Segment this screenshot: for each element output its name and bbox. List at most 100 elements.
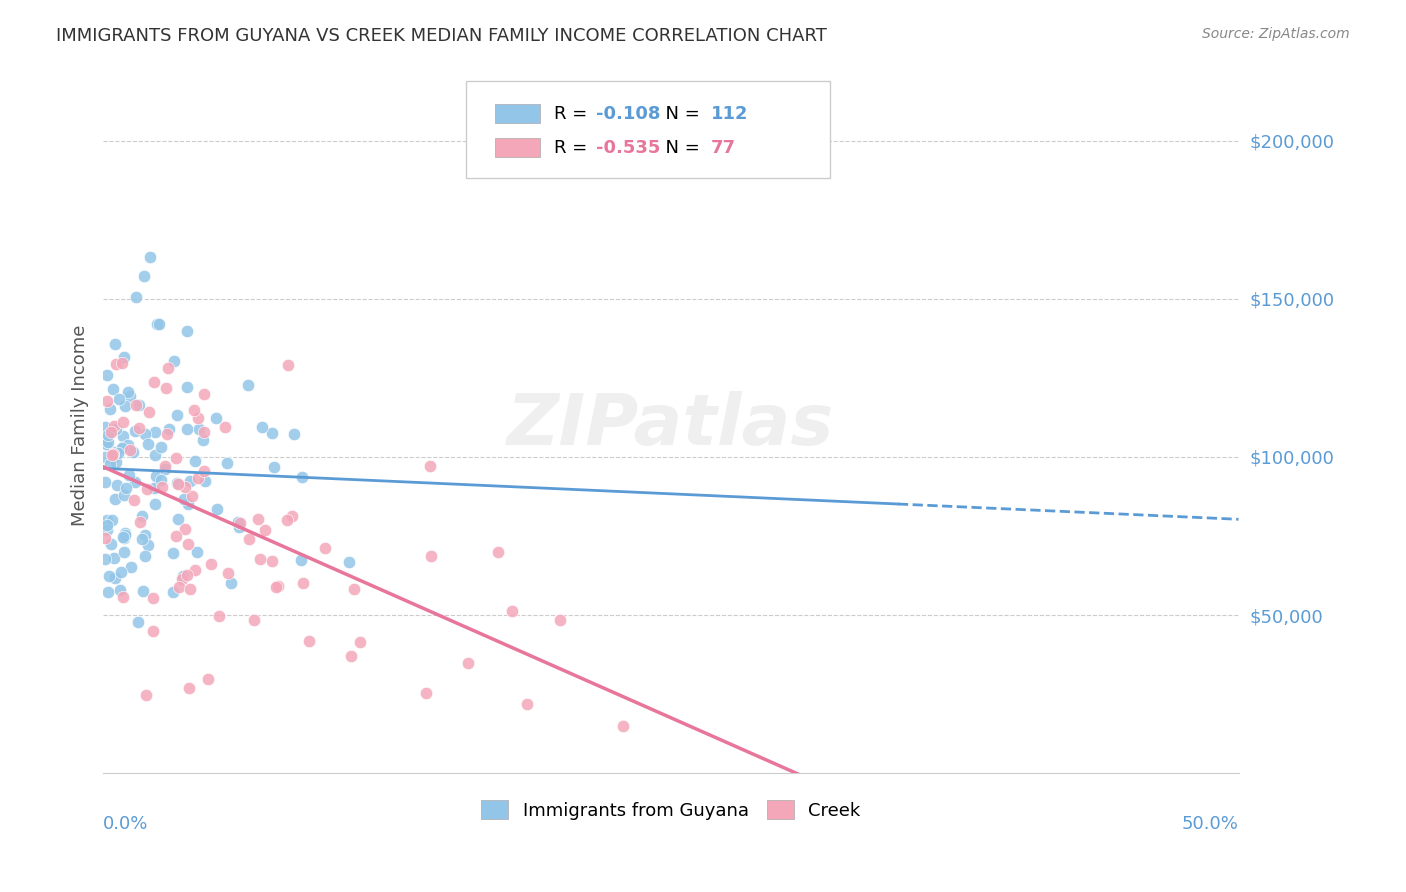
Point bbox=[193, 474, 215, 488]
Text: ZIPatlas: ZIPatlas bbox=[508, 391, 835, 459]
Point bbox=[457, 656, 479, 670]
Point bbox=[94, 434, 117, 449]
Text: 0.0%: 0.0% bbox=[103, 815, 149, 833]
Point bbox=[112, 531, 135, 545]
Point bbox=[215, 456, 238, 470]
Point bbox=[103, 571, 125, 585]
Point bbox=[219, 576, 242, 591]
Point bbox=[96, 513, 118, 527]
Point bbox=[180, 489, 202, 503]
Point bbox=[167, 477, 190, 491]
Point bbox=[173, 491, 195, 506]
Point bbox=[98, 458, 121, 472]
Point bbox=[101, 447, 124, 461]
Point bbox=[229, 516, 252, 530]
Point bbox=[260, 426, 283, 441]
Point bbox=[188, 421, 211, 435]
Point bbox=[193, 425, 215, 440]
Point bbox=[117, 385, 139, 400]
Point bbox=[122, 445, 145, 459]
Point bbox=[486, 545, 509, 559]
Point bbox=[165, 529, 187, 543]
Point bbox=[263, 460, 285, 475]
Point bbox=[111, 531, 134, 545]
Point bbox=[152, 480, 174, 494]
Point bbox=[104, 336, 127, 351]
Point bbox=[193, 387, 215, 401]
Point bbox=[157, 422, 180, 436]
Point bbox=[217, 566, 239, 580]
Point bbox=[163, 354, 186, 368]
Point bbox=[349, 635, 371, 649]
Point bbox=[105, 478, 128, 492]
Point bbox=[111, 590, 134, 604]
Point bbox=[143, 425, 166, 440]
Point bbox=[103, 418, 125, 433]
Point bbox=[314, 541, 336, 555]
Point bbox=[125, 290, 148, 304]
Point bbox=[167, 580, 190, 594]
Point bbox=[131, 532, 153, 546]
Point bbox=[127, 615, 149, 629]
Point bbox=[114, 525, 136, 540]
Point bbox=[501, 604, 523, 618]
Point bbox=[100, 425, 122, 440]
Point bbox=[124, 492, 146, 507]
Point bbox=[166, 475, 188, 490]
Point bbox=[96, 394, 118, 409]
Point bbox=[254, 523, 277, 537]
Text: -0.535: -0.535 bbox=[596, 139, 661, 157]
Point bbox=[98, 425, 121, 440]
FancyBboxPatch shape bbox=[495, 138, 540, 158]
Point bbox=[139, 250, 162, 264]
Point bbox=[142, 591, 165, 605]
Point bbox=[208, 609, 231, 624]
Point bbox=[104, 492, 127, 507]
Point bbox=[134, 426, 156, 441]
Point bbox=[197, 672, 219, 686]
Point bbox=[177, 537, 200, 551]
Point bbox=[101, 382, 124, 396]
Point bbox=[167, 512, 190, 526]
Point bbox=[298, 633, 321, 648]
Point bbox=[187, 470, 209, 484]
Point bbox=[226, 516, 249, 530]
Point bbox=[146, 317, 169, 331]
Point bbox=[247, 512, 270, 526]
Text: N =: N = bbox=[654, 104, 706, 122]
Point bbox=[174, 522, 197, 536]
Point bbox=[176, 422, 198, 436]
Point bbox=[104, 422, 127, 436]
Point bbox=[97, 585, 120, 599]
Point bbox=[200, 558, 222, 572]
Point bbox=[94, 437, 117, 451]
Point bbox=[118, 467, 141, 482]
Point bbox=[124, 425, 146, 439]
Point bbox=[228, 520, 250, 534]
Point bbox=[290, 552, 312, 566]
Legend: Immigrants from Guyana, Creek: Immigrants from Guyana, Creek bbox=[474, 793, 868, 827]
Point bbox=[111, 356, 134, 370]
Point bbox=[100, 445, 122, 459]
Point bbox=[276, 513, 298, 527]
Point bbox=[124, 475, 146, 490]
Point bbox=[548, 613, 571, 627]
Point bbox=[96, 523, 118, 537]
Point bbox=[148, 317, 170, 331]
Point bbox=[107, 446, 129, 460]
Point bbox=[153, 458, 176, 473]
Point bbox=[291, 470, 314, 484]
Point bbox=[136, 537, 159, 551]
Point bbox=[96, 434, 118, 449]
Point bbox=[176, 324, 198, 338]
Point bbox=[100, 512, 122, 526]
Point bbox=[111, 441, 134, 455]
Point bbox=[110, 565, 132, 579]
Text: R =: R = bbox=[554, 104, 593, 122]
Point bbox=[131, 508, 153, 523]
Point bbox=[111, 428, 134, 442]
Point bbox=[337, 555, 360, 569]
Point bbox=[143, 497, 166, 511]
Point bbox=[343, 582, 366, 596]
Point bbox=[155, 427, 177, 442]
